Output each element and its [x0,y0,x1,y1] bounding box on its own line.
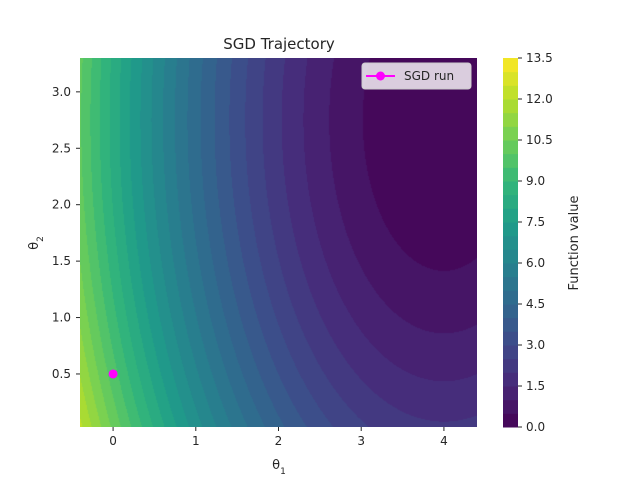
colorbar-tick-label: 6.0 [526,256,545,270]
x-axis: 0 1 2 3 4 [109,427,448,448]
colorbar-level [503,112,518,127]
y-tick-label: 1.0 [52,311,71,325]
x-tick-label: 1 [192,434,200,448]
contour-fill [80,58,477,427]
y-tick-label: 0.5 [52,367,71,381]
colorbar-level [503,140,518,155]
colorbar-tick-label: 3.0 [526,338,545,352]
colorbar-level [503,358,518,373]
colorbar-label: Function value [567,196,582,291]
colorbar-tick-label: 13.5 [526,51,553,65]
colorbar-level [503,290,518,305]
colorbar-level [503,99,518,114]
colorbar-level [503,235,518,250]
colorbar-level [503,222,518,237]
contour-plot-area [80,58,477,427]
colorbar-level [503,317,518,332]
colorbar-level [503,126,518,141]
colorbar-level [503,58,518,73]
colorbar-level [503,372,518,387]
colorbar-level [503,345,518,360]
colorbar-level [503,167,518,182]
x-tick-label: 2 [275,434,283,448]
colorbar-level [503,386,518,401]
x-tick-label: 4 [440,434,448,448]
legend: SGD run [361,62,472,90]
colorbar-level [503,276,518,291]
legend-marker-sgd-run [376,71,385,81]
legend-label-sgd-run: SGD run [404,69,454,83]
colorbar-level [503,399,518,414]
sgd-trajectory [108,369,118,379]
colorbar-level [503,71,518,86]
trajectory-point [108,369,118,379]
colorbar-level [503,263,518,278]
y-tick-label: 2.0 [52,198,71,212]
y-axis-label: θ2 [27,236,46,250]
legend-box [361,62,472,90]
colorbar-tick-label: 1.5 [526,379,545,393]
colorbar-level [503,194,518,209]
colorbar-tick-label: 9.0 [526,174,545,188]
chart-title: SGD Trajectory [223,35,335,53]
colorbar [503,58,518,428]
colorbar-tick-label: 12.0 [526,92,553,106]
x-tick-label: 3 [357,434,365,448]
y-tick-label: 2.5 [52,141,71,155]
colorbar-level [503,413,518,428]
y-tick-label: 1.5 [52,254,71,268]
colorbar-level [503,208,518,223]
colorbar-level [503,85,518,100]
colorbar-level [503,304,518,319]
colorbar-tick-label: 7.5 [526,215,545,229]
colorbar-axis: 0.0 1.5 3.0 4.5 6.0 7.5 9.0 10.5 12.0 13.5 [518,51,553,434]
colorbar-level [503,181,518,196]
colorbar-tick-label: 4.5 [526,297,545,311]
x-tick-label: 0 [109,434,117,448]
colorbar-tick-label: 10.5 [526,133,553,147]
colorbar-level [503,331,518,346]
colorbar-tick-label: 0.0 [526,420,545,434]
x-axis-label: θ1 [272,458,286,477]
y-tick-label: 3.0 [52,85,71,99]
y-axis: 0.5 1.0 1.5 2.0 2.5 3.0 [52,85,80,381]
colorbar-level [503,249,518,264]
colorbar-level [503,153,518,168]
